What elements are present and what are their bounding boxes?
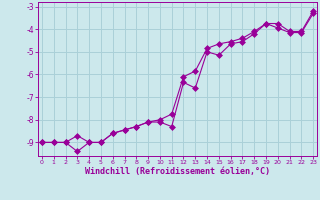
X-axis label: Windchill (Refroidissement éolien,°C): Windchill (Refroidissement éolien,°C) — [85, 167, 270, 176]
